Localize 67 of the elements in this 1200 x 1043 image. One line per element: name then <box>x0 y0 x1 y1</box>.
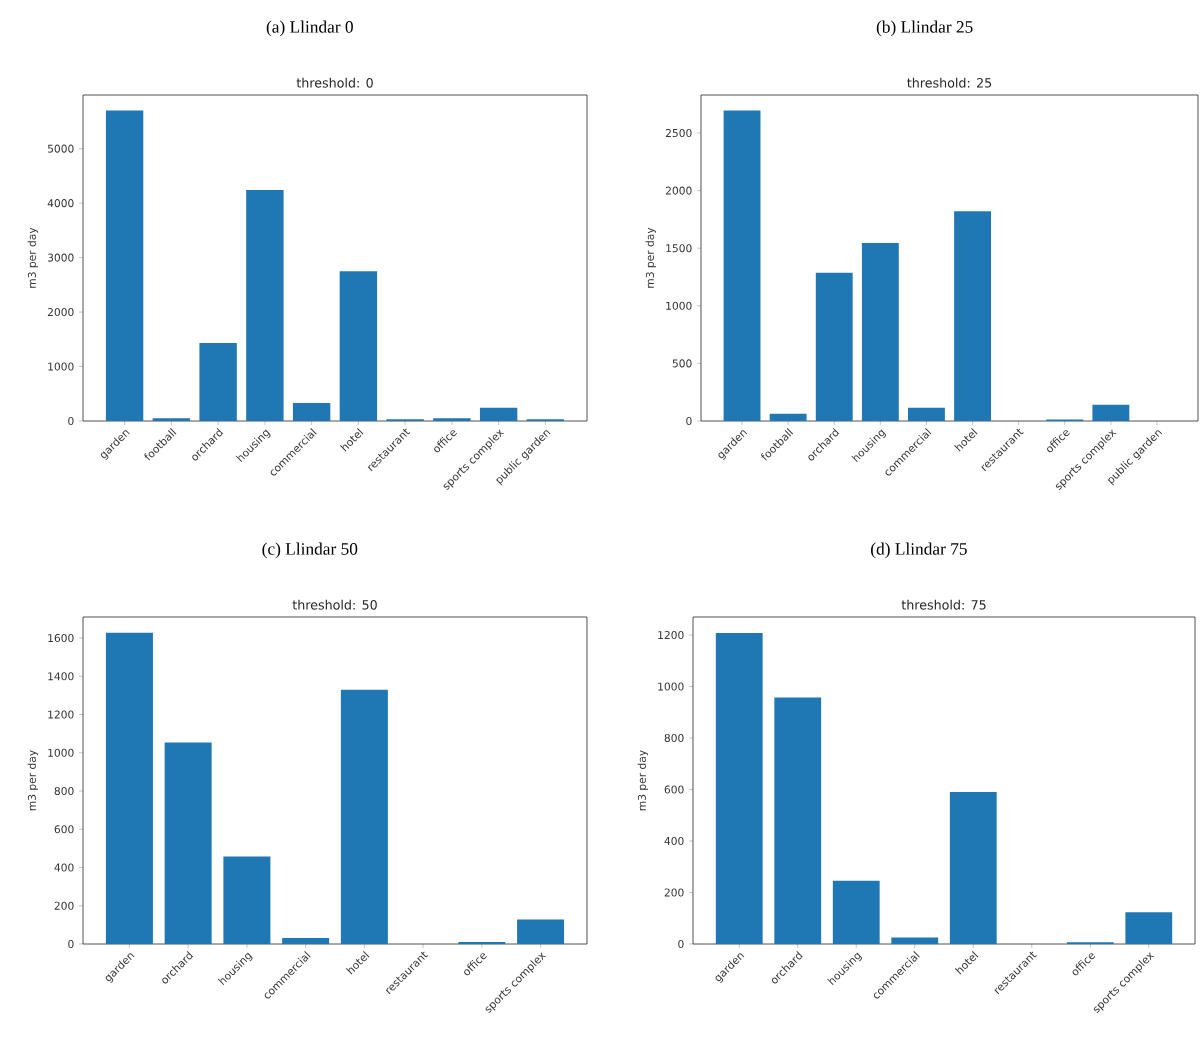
bar <box>715 632 763 945</box>
bar <box>1092 404 1130 421</box>
y-tick-label: 2000 <box>47 308 74 317</box>
y-tick-label: 0 <box>678 939 684 949</box>
chart-title: (b) Llindar 25 <box>876 20 973 37</box>
y-tick-label: 1000 <box>48 362 74 371</box>
bar <box>723 110 761 421</box>
bar <box>164 742 212 945</box>
bar <box>199 343 237 422</box>
y-tick-label: 2000 <box>665 186 692 195</box>
bar <box>949 792 997 945</box>
y-tick-label: 0 <box>68 416 74 426</box>
bar <box>861 242 899 421</box>
y-tick-label: 1000 <box>658 682 684 691</box>
y-axis-title: m3 per day <box>645 227 656 288</box>
bar <box>105 110 144 422</box>
bar <box>152 418 191 422</box>
chart-title: (c) Llindar 50 <box>262 542 358 559</box>
y-tick-label: 1600 <box>48 634 74 643</box>
y-tick-label: 1200 <box>658 630 684 640</box>
bar <box>246 190 284 422</box>
y-tick-label: 5000 <box>47 144 74 153</box>
bar <box>479 407 518 422</box>
bar <box>340 689 388 945</box>
y-tick-label: 1400 <box>48 672 74 681</box>
bar <box>815 272 853 421</box>
y-tick-label: 400 <box>664 836 684 846</box>
bar <box>339 271 378 422</box>
bar <box>282 937 330 945</box>
bar <box>517 919 565 945</box>
y-tick-label: 0 <box>686 416 692 426</box>
y-tick-label: 1200 <box>48 710 74 719</box>
y-tick-label: 800 <box>664 733 684 743</box>
y-tick-label: 500 <box>672 359 692 368</box>
chart-subtitle: threshold: 75 <box>901 599 986 610</box>
y-axis-title: m3 per day <box>27 227 38 288</box>
bar <box>908 407 945 421</box>
y-tick-label: 2500 <box>665 128 692 138</box>
y-tick-label: 600 <box>54 825 74 834</box>
y-tick-label: 200 <box>664 888 684 897</box>
y-tick-label: 0 <box>68 939 74 949</box>
chart-subtitle: threshold: 0 <box>296 77 373 88</box>
y-tick-label: 200 <box>54 901 74 910</box>
bar <box>433 418 471 422</box>
bar <box>891 937 939 945</box>
bar <box>292 403 331 422</box>
bar <box>105 632 153 945</box>
bar <box>223 856 271 945</box>
y-tick-label: 800 <box>54 786 74 796</box>
y-tick-label: 600 <box>664 785 684 794</box>
bar <box>769 413 807 421</box>
bar <box>1125 912 1173 945</box>
y-axis-title: m3 per day <box>27 750 38 811</box>
bar <box>954 211 991 421</box>
bar <box>832 880 880 945</box>
y-axis-title: m3 per day <box>637 750 648 811</box>
chart-title: (d) Llindar 75 <box>871 542 967 559</box>
chart-subtitle: threshold: 25 <box>907 77 992 88</box>
y-tick-label: 1500 <box>666 244 692 253</box>
y-tick-label: 1000 <box>48 748 74 757</box>
y-tick-label: 4000 <box>47 199 74 208</box>
y-tick-label: 400 <box>54 863 74 872</box>
chart-title: (a) Llindar 0 <box>266 20 353 37</box>
bar <box>774 697 822 945</box>
chart-subtitle: threshold: 50 <box>292 599 377 610</box>
y-tick-label: 3000 <box>47 253 74 262</box>
y-tick-label: 1000 <box>666 301 692 310</box>
